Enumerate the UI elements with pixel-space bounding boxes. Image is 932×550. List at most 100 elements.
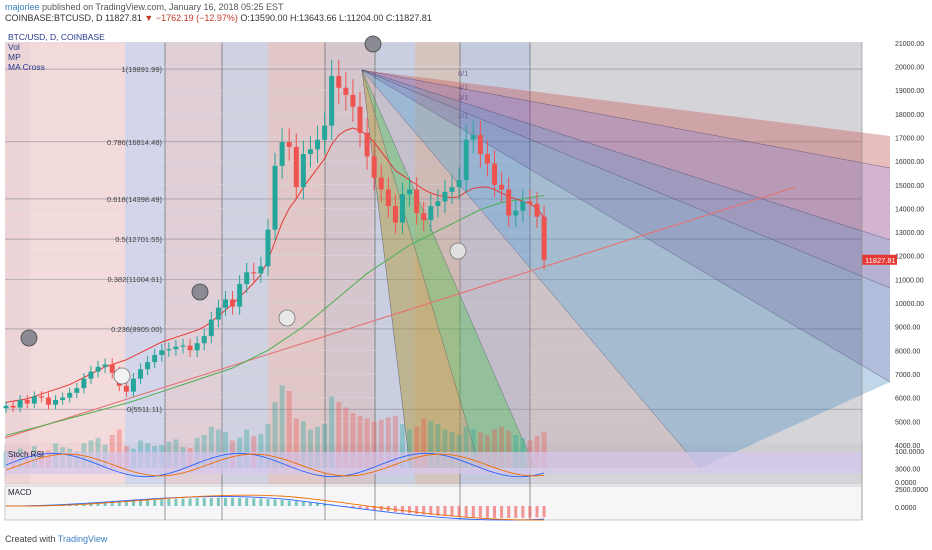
stoch-rsi-label[interactable]: Stoch RSI xyxy=(8,450,45,459)
candle-body xyxy=(293,146,299,188)
marker-circle-light xyxy=(449,242,467,260)
fib-level-label: 1(19891.99) xyxy=(122,65,163,74)
macd-histogram-bar xyxy=(231,497,235,506)
volume-bar xyxy=(116,429,122,468)
volume-bar xyxy=(208,426,214,468)
candle-body xyxy=(38,396,44,398)
macd-histogram-bar xyxy=(195,498,199,506)
candle-body xyxy=(194,343,200,351)
macd-histogram-bar xyxy=(485,506,489,518)
symbol-label: COINBASE:BTCUSD, D xyxy=(5,13,103,23)
macd-histogram-bar xyxy=(146,500,150,506)
volume-bar xyxy=(315,426,321,468)
macd-histogram-bar xyxy=(160,499,164,506)
macd-signal-line xyxy=(5,494,545,521)
time-zone xyxy=(530,42,862,468)
macd-histogram-bar xyxy=(181,498,185,506)
candle-body xyxy=(173,346,179,350)
macd-histogram-bar xyxy=(535,506,539,518)
legend-item-vol[interactable]: Vol xyxy=(8,42,20,52)
last-price: 11827.81 xyxy=(105,13,142,23)
legend-item-mp[interactable]: MP xyxy=(8,52,21,62)
candle-body xyxy=(244,272,250,285)
volume-bar xyxy=(279,385,285,468)
candle-body xyxy=(180,345,186,347)
candle-body xyxy=(442,191,448,202)
macd-histogram-bar xyxy=(287,500,291,506)
tradingview-brand[interactable]: TradingView xyxy=(57,534,108,544)
candle-body xyxy=(166,349,172,351)
volume-bar xyxy=(201,435,207,468)
gann-fan-line xyxy=(361,69,891,241)
macd-histogram-bar xyxy=(450,506,454,517)
gann-fan-sector xyxy=(362,70,535,468)
candle-body xyxy=(215,307,221,320)
y-tick-label: 15000.00 xyxy=(895,183,924,190)
macd-label[interactable]: MACD xyxy=(8,488,32,497)
candle-body xyxy=(541,216,547,260)
macd-histogram-bar xyxy=(266,499,270,506)
candle-body xyxy=(67,392,73,398)
candle-body xyxy=(10,405,16,408)
candle-body xyxy=(449,187,455,192)
macd-histogram-bar xyxy=(245,498,249,506)
volume-bar xyxy=(265,424,271,468)
volume-bar xyxy=(364,418,370,468)
marker-circle-dark xyxy=(20,329,38,347)
last-price-tag xyxy=(862,254,897,265)
macd-histogram-bar xyxy=(96,503,100,506)
volume-bar xyxy=(300,421,306,468)
price-change: ▼ −1762.19 (−12.97%) xyxy=(144,13,238,23)
time-zone xyxy=(5,42,30,468)
candle-body xyxy=(357,106,363,133)
candle-body xyxy=(95,366,101,372)
candle-body xyxy=(428,206,434,221)
volume-bar xyxy=(222,432,228,468)
gann-fan-sector xyxy=(362,70,480,468)
y-tick-label: 6000.00 xyxy=(895,396,920,403)
candle-body xyxy=(520,201,526,211)
macd-histogram-bar xyxy=(167,499,171,506)
symbol-line: COINBASE:BTCUSD, D 11827.81 ▼ −1762.19 (… xyxy=(5,13,432,23)
volume-bar xyxy=(336,402,342,468)
volume-bar xyxy=(343,407,349,468)
candle-body xyxy=(138,369,144,379)
macd-histogram-bar xyxy=(344,506,348,507)
price-chart[interactable]: 21000.00 20000.00 19000.00 18000.00 17000.00… xyxy=(0,26,932,534)
macd-histogram-bar xyxy=(436,506,440,516)
candle-body xyxy=(251,272,257,274)
candle-body xyxy=(399,194,405,223)
trend-line xyxy=(4,186,796,439)
candle-body xyxy=(230,299,236,307)
candle-body xyxy=(60,397,66,400)
macd-histogram-bar xyxy=(238,497,242,506)
candle-body xyxy=(364,132,370,157)
macd-histogram-bar xyxy=(372,506,376,510)
author-link[interactable]: majorlee xyxy=(5,2,40,12)
volume-bar xyxy=(272,402,278,468)
y-tick-label: 18000.00 xyxy=(895,112,924,119)
candle-body xyxy=(463,139,469,181)
macd-histogram-bar xyxy=(478,506,482,518)
gann-fan-sector xyxy=(362,70,700,468)
volume-bar xyxy=(293,418,299,468)
candle-body xyxy=(527,201,533,204)
candle-body xyxy=(24,399,30,404)
gann-fan-line xyxy=(361,69,891,383)
y-tick-label: 16000.00 xyxy=(895,159,924,166)
macd-histogram-bar xyxy=(330,505,334,506)
fib-level-label: 0(5511.11) xyxy=(127,405,163,414)
legend-item-ma-cross[interactable]: MA Cross xyxy=(8,62,45,72)
volume-bar xyxy=(484,435,490,468)
candle-body xyxy=(435,201,441,207)
candle-body xyxy=(53,399,59,405)
candle-body xyxy=(477,135,483,155)
gann-fan-label: 4/1 xyxy=(458,83,468,92)
candle-body xyxy=(414,189,420,214)
gann-fan-label: 3/1 xyxy=(458,93,468,102)
macd-histogram-bar xyxy=(131,500,135,506)
macd-histogram-bar xyxy=(202,497,206,506)
candle-body xyxy=(81,378,87,389)
volume-bar xyxy=(378,419,384,468)
marker-circle-dark xyxy=(364,35,382,53)
